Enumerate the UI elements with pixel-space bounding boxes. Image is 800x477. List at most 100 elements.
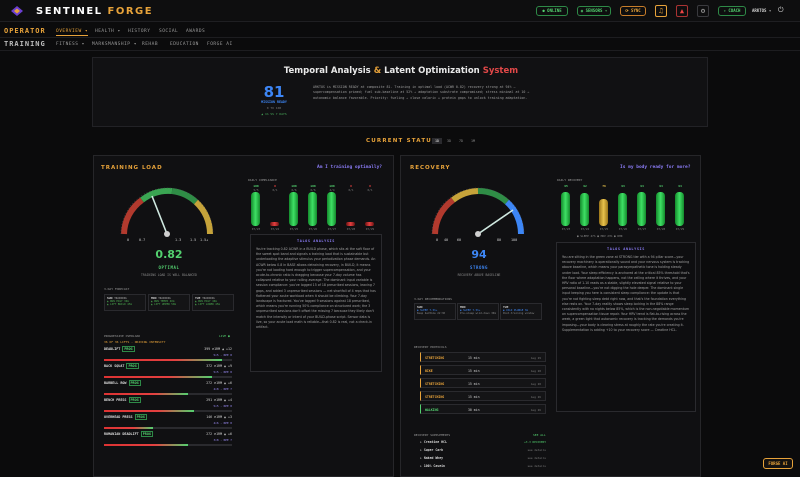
supplement-row[interactable]: ▸ Naked Whey see details <box>420 456 546 462</box>
acwr-status: OPTIMAL <box>158 265 180 270</box>
recovery-question-link[interactable]: Is my body ready for more? <box>620 165 691 170</box>
operator-label: OPERATOR <box>4 27 46 35</box>
protocol-time: 15 min <box>468 395 480 399</box>
forecast-card-mon[interactable]: MON TRAINING ▲ RUN TEMPO 40m ▲ LIFT UPPE… <box>148 294 190 311</box>
lift-progress-track <box>104 427 232 429</box>
protocol-time: 15 min <box>468 369 480 373</box>
supplement-name: ▸ 100% Casein <box>420 464 445 468</box>
compliance-bar <box>251 192 260 226</box>
supplement-row[interactable]: ▸ 100% Casein see details <box>420 464 546 470</box>
compliance-count: 6/6 <box>310 188 316 192</box>
lift-progress-fill <box>104 376 212 378</box>
lift-row[interactable]: OVERHEAD PRESS PROG 146 e1RM ▲ +3 4×6 · RP… <box>104 414 232 433</box>
coach-button[interactable]: ✦ COACH <box>718 6 746 16</box>
readiness-label: MISSION READY <box>261 100 287 104</box>
training-nav: TRAINING FITNESS ▾ MARKSMANSHIP ▾ REHAB … <box>0 39 800 51</box>
sensors-button[interactable]: ◉ SENSORS ▾ <box>577 6 611 16</box>
tab-7d[interactable]: 7D <box>459 139 463 143</box>
lift-reps: 5×5 · RPE 8 <box>213 404 232 408</box>
tab-1d[interactable]: 1D <box>432 138 442 144</box>
tab-3d[interactable]: 3D <box>447 139 451 143</box>
lift-row[interactable]: BARBELL ROW PROG 272 e1RM ▲ +6 4×8 · RPE 7 <box>104 380 232 399</box>
compliance-date: 07/29 <box>365 227 375 231</box>
nav-social[interactable]: SOCIAL <box>159 29 179 34</box>
supplement-row[interactable]: ▸ Creatine HCL +3.3 RECOVERY <box>420 440 546 446</box>
lift-row[interactable]: BACK SQUAT PROG 372 e1RM ▲ +9 5×5 · RPE 8 <box>104 363 232 382</box>
lift-progress-track <box>104 444 232 446</box>
lift-progress-fill <box>104 393 189 395</box>
recovery-title: RECOVERY <box>410 165 451 171</box>
protocol-row[interactable]: STRETCHING 15 min Aug 29 <box>420 352 546 362</box>
readiness-score: 81 <box>263 83 285 101</box>
recovery-bar <box>618 193 627 226</box>
user-menu[interactable]: ARKTOS ▾ <box>752 8 772 13</box>
compliance-date: 07/28 <box>346 227 356 231</box>
protocol-row[interactable]: WALKING 30 min Aug 26 <box>420 404 546 414</box>
protocol-row[interactable]: STRETCHING 15 min Aug 28 <box>420 378 546 388</box>
hero-panel: Temporal Analysis & Latent Optimization … <box>92 57 708 127</box>
lift-progress-fill <box>104 410 194 412</box>
training-question-link[interactable]: Am I training optimally? <box>317 165 383 170</box>
bell-icon[interactable]: ♫ <box>655 5 667 17</box>
nav-awards[interactable]: AWARDS <box>186 29 206 34</box>
forecast-card-sun[interactable]: SUN TRAINING ▲ RUN EASY 30m ▲ LIFT BUILD… <box>104 294 146 311</box>
acwr-value: 0.82 <box>155 248 183 261</box>
forecast-title: 3-DAY FORECAST <box>104 287 130 291</box>
nav-history[interactable]: HISTORY <box>128 29 151 34</box>
rec-card-tue[interactable]: TUE ◉ COLD PLUNGE 3m Post-training windo… <box>500 303 542 320</box>
lift-name: DEADLIFT PROG <box>104 346 135 352</box>
protocol-date: Aug 26 <box>530 395 541 399</box>
rec-card-sun[interactable]: SUN ◉ SLEEP 7.5h+ Keep bedtime 22:30 <box>414 303 456 320</box>
protocol-row[interactable]: BIKE 15 min Aug 28 <box>420 365 546 375</box>
compliance-date: 07/27 <box>327 227 337 231</box>
lift-row[interactable]: DEADLIFT PROG 399 e1RM ▲ +12 5×5 · RPE 8 <box>104 346 232 365</box>
training-talos-text: You're tracking 0.82 ACWR in a BUILD pha… <box>256 247 376 330</box>
supplement-name: ▸ Creatine HCL <box>420 440 447 444</box>
settings-icon[interactable]: ⚙ <box>697 5 709 17</box>
lift-row[interactable]: BENCH PRESS PROG 291 e1RM ▲ +4 5×5 · RPE 8 <box>104 397 232 416</box>
lift-name: ROMANIAN DEADLIFT PROG <box>104 431 153 437</box>
online-status[interactable]: ● ONLINE <box>536 6 568 16</box>
nav-forge-ai[interactable]: FORGE AI <box>207 42 233 47</box>
recovery-status: STRONG <box>469 265 489 270</box>
supps-title: RECOVERY SUPPLEMENTS <box>414 433 451 437</box>
nav-education[interactable]: EDUCATION <box>170 42 199 47</box>
nav-overview[interactable]: OVERVIEW ▾ <box>56 29 89 36</box>
training-load-title: TRAINING LOAD <box>101 165 163 171</box>
lift-value: 399 e1RM ▲ +12 <box>204 347 232 351</box>
supps-see-all[interactable]: SEE ALL <box>533 433 546 437</box>
daily-compliance-label: DAILY COMPLIANCE <box>248 178 277 182</box>
nav-rehab[interactable]: REHAB <box>142 42 159 47</box>
current-status-bar: CURRENT STATUS 1D 3D 7D 1M <box>0 137 800 145</box>
compliance-count: 6/6 <box>291 188 297 192</box>
flame-icon[interactable]: ▲ <box>676 5 688 17</box>
power-icon[interactable]: ⏻ <box>778 6 784 14</box>
sync-button[interactable]: ⟳ SYNC <box>620 6 646 16</box>
compliance-pct: 100 <box>291 184 297 188</box>
recovery-bar <box>599 199 608 226</box>
supplement-value: see details <box>527 456 546 460</box>
nav-fitness[interactable]: FITNESS ▾ <box>56 42 85 47</box>
recovery-date: 07/24 <box>580 227 590 231</box>
recovery-pct: 93 <box>621 184 625 188</box>
recovery-talos-card: TALOS ANALYSIS You are sitting in the gr… <box>556 242 696 412</box>
training-talos-title: TALOS ANALYSIS <box>297 239 335 243</box>
compliance-bar <box>365 222 374 226</box>
compliance-bar <box>327 192 336 226</box>
forecast-card-tue[interactable]: TUE TRAINING ▲ RUN EASY 40m ▲ LIFT LOWER… <box>192 294 234 311</box>
supplement-row[interactable]: ▸ Super Carb see details <box>420 448 546 454</box>
compliance-pct: 100 <box>310 184 316 188</box>
tab-1m[interactable]: 1M <box>471 139 475 143</box>
protocol-name: STRETCHING <box>425 395 445 399</box>
forge-ai-button[interactable]: FORGE AI <box>763 458 793 469</box>
recovery-talos-text: You are sitting in the green zone at STR… <box>562 255 690 332</box>
nav-health[interactable]: HEALTH ▾ <box>95 29 121 34</box>
protocol-time: 30 min <box>468 408 480 412</box>
protocol-date: Aug 29 <box>530 356 541 360</box>
nav-marksmanship[interactable]: MARKSMANSHIP ▾ <box>92 42 137 47</box>
readiness-trend: ▲ 1% VS 7 DAYS <box>261 112 287 116</box>
recovery-pct: 94 <box>640 184 644 188</box>
rec-card-mon[interactable]: MON ◉ SLEEP 7.5h+ Pre-sleep wind-down 30… <box>457 303 499 320</box>
lift-row[interactable]: ROMANIAN DEADLIFT PROG 272 e1RM ▲ +6 3×8 ·… <box>104 431 232 450</box>
protocol-row[interactable]: STRETCHING 15 min Aug 26 <box>420 391 546 401</box>
